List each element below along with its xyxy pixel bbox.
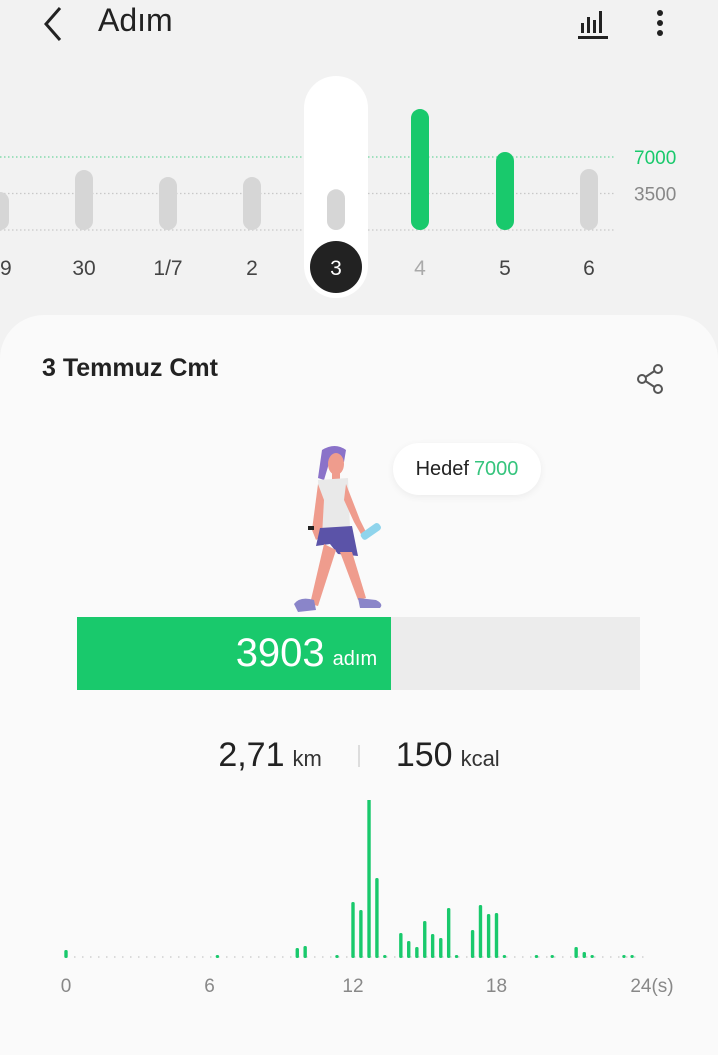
hour-bar (582, 952, 586, 958)
more-vertical-icon (657, 10, 663, 36)
calories-value: 150 (395, 736, 453, 774)
hour-bar (550, 955, 554, 958)
selected-day-highlight (304, 76, 368, 298)
selected-day-circle (310, 241, 362, 293)
hour-bar (630, 955, 634, 958)
share-icon (637, 364, 663, 394)
selected-date: 3 Temmuz Cmt (42, 354, 218, 382)
hour-bar (367, 800, 371, 958)
hour-bar (439, 938, 443, 958)
hour-bar (454, 955, 459, 958)
bar-chart-icon (578, 11, 608, 39)
divider (357, 744, 360, 767)
x-tick-label: 18 (486, 976, 507, 997)
hour-bar (215, 955, 220, 958)
stats-row: 2,71 km 150 kcal (0, 736, 718, 775)
steps-progress-bar: 3903 adım (77, 617, 640, 690)
day-bar[interactable] (243, 177, 261, 230)
progress-fill (77, 617, 392, 690)
goal-value: 7000 (473, 457, 519, 480)
calories-stat: 150 kcal (396, 736, 500, 775)
day-bar[interactable] (159, 177, 177, 230)
distance-stat: 2,71 km (218, 736, 322, 775)
day-label[interactable]: 1/7 (153, 257, 182, 280)
distance-value: 2,71 (218, 736, 285, 774)
hour-bar (399, 933, 403, 958)
hour-bar (383, 955, 387, 958)
chevron-left-icon (44, 7, 62, 41)
reference-label: 3500 (634, 185, 676, 206)
day-bar[interactable] (496, 151, 514, 230)
day-label[interactable]: 6 (583, 257, 595, 280)
goal-bubble: Hedef 7000 (393, 443, 541, 495)
step-count-value: 3903 (235, 631, 325, 675)
hour-bar (375, 878, 379, 958)
hour-bar (622, 955, 626, 958)
back-button[interactable] (40, 4, 70, 42)
day-label[interactable]: 5 (499, 257, 511, 280)
x-tick-label: 24(s) (630, 976, 673, 997)
goal-label: Hedef (415, 457, 469, 480)
x-tick-label: 0 (61, 976, 72, 997)
hour-bar (486, 914, 491, 958)
hour-bar (574, 947, 578, 958)
step-count: 3903 adım (77, 617, 391, 690)
hour-bar (335, 955, 339, 958)
hour-bar (415, 947, 419, 958)
day-label[interactable]: 30 (72, 257, 95, 280)
hourly-steps-chart: 0 6 12 18 24(s) (61, 800, 674, 997)
weekly-steps-chart: 7000 3500 29 30 1/7 2 3 4 5 6 (0, 76, 676, 298)
x-tick-label: 12 (342, 976, 363, 997)
hour-bar (478, 905, 483, 958)
day-bar[interactable] (75, 170, 93, 230)
hour-bar (359, 910, 363, 958)
day-label[interactable]: 4 (414, 257, 426, 280)
hour-bar (470, 930, 475, 958)
distance-unit: km (292, 746, 322, 771)
day-label[interactable]: 29 (0, 257, 12, 280)
page-title: Adım (98, 2, 173, 38)
x-tick-label: 6 (204, 976, 215, 997)
day-bar[interactable] (0, 192, 9, 230)
day-bar[interactable] (580, 168, 598, 230)
hour-bar (351, 902, 355, 958)
hour-bar (590, 955, 594, 958)
day-label[interactable]: 2 (246, 257, 258, 280)
hour-bar (430, 934, 435, 958)
hour-bar (502, 955, 507, 958)
hour-bar (303, 946, 307, 958)
hour-bar (494, 913, 499, 958)
step-count-unit: adım (332, 648, 378, 670)
hour-bar (423, 921, 427, 958)
more-options-button[interactable] (648, 4, 672, 40)
hour-bar (446, 908, 451, 958)
day-bar[interactable] (411, 109, 429, 230)
trends-button[interactable] (576, 6, 610, 40)
hour-bar (295, 948, 299, 958)
hour-bar (534, 955, 539, 958)
calories-unit: kcal (460, 746, 500, 771)
walking-person-illustration (294, 446, 382, 612)
share-button[interactable] (634, 362, 668, 396)
hour-bar (64, 950, 68, 958)
reference-label: 7000 (634, 148, 676, 169)
day-bar[interactable] (327, 189, 345, 230)
day-label[interactable]: 3 (330, 257, 342, 280)
hour-bar (407, 941, 411, 958)
